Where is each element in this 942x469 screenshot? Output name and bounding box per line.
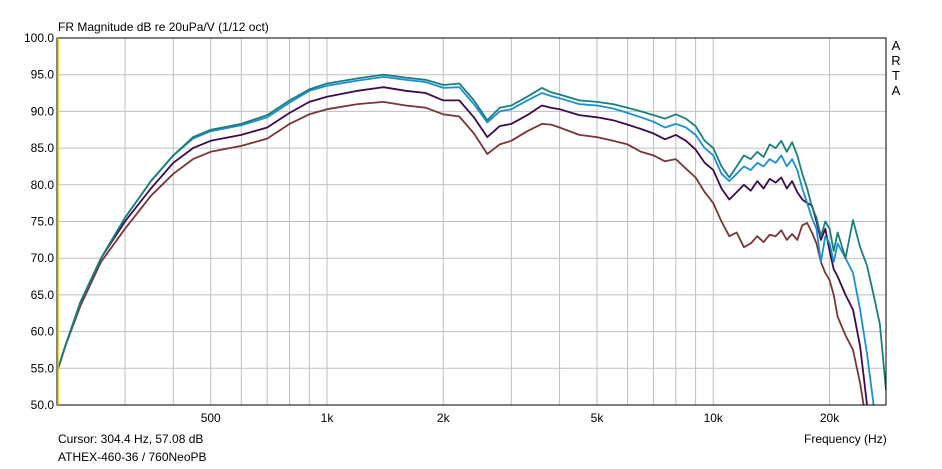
x-tick-label: 10k bbox=[704, 411, 724, 425]
plot-frame bbox=[56, 37, 887, 406]
x-tick-label: 20k bbox=[820, 411, 840, 425]
x-tick-labels: 500 1k 2k 5k 10k 20k bbox=[201, 411, 841, 425]
y-tick-label: 65.0 bbox=[31, 288, 55, 302]
y-tick-label: 60.0 bbox=[31, 325, 55, 339]
x-axis-label: Frequency (Hz) bbox=[804, 432, 887, 446]
arta-logo: A R T A bbox=[889, 38, 903, 98]
y-tick-label: 50.0 bbox=[31, 398, 55, 412]
x-tick-label: 2k bbox=[437, 411, 451, 425]
series-line bbox=[57, 76, 875, 405]
cursor-readout: Cursor: 304.4 Hz, 57.08 dB bbox=[58, 432, 204, 446]
y-tick-label: 55.0 bbox=[31, 361, 55, 375]
brand-letter: T bbox=[892, 68, 900, 83]
model-label: ATHEX-460-36 / 760NeoPB bbox=[58, 450, 207, 464]
y-tick-label: 85.0 bbox=[31, 141, 55, 155]
y-tick-label: 95.0 bbox=[31, 68, 55, 82]
brand-letter: R bbox=[891, 53, 901, 68]
y-tick-label: 100.0 bbox=[24, 31, 54, 45]
y-tick-label: 90.0 bbox=[31, 104, 55, 118]
x-tick-label: 1k bbox=[321, 411, 335, 425]
x-tick-label: 500 bbox=[201, 411, 221, 425]
series-line bbox=[57, 101, 865, 405]
series-group bbox=[57, 73, 886, 405]
y-tick-label: 75.0 bbox=[31, 215, 55, 229]
y-tick-labels: 100.0 95.0 90.0 85.0 80.0 75.0 70.0 65.0 60.0 55.… bbox=[24, 31, 54, 412]
x-tick-label: 5k bbox=[591, 411, 605, 425]
chart-title: FR Magnitude dB re 20uPa/V (1/12 oct) bbox=[58, 20, 269, 34]
y-tick-label: 80.0 bbox=[31, 178, 55, 192]
brand-letter: A bbox=[891, 38, 901, 53]
y-tick-label: 70.0 bbox=[31, 251, 55, 265]
brand-letter: A bbox=[891, 83, 901, 98]
series-line bbox=[57, 73, 886, 391]
